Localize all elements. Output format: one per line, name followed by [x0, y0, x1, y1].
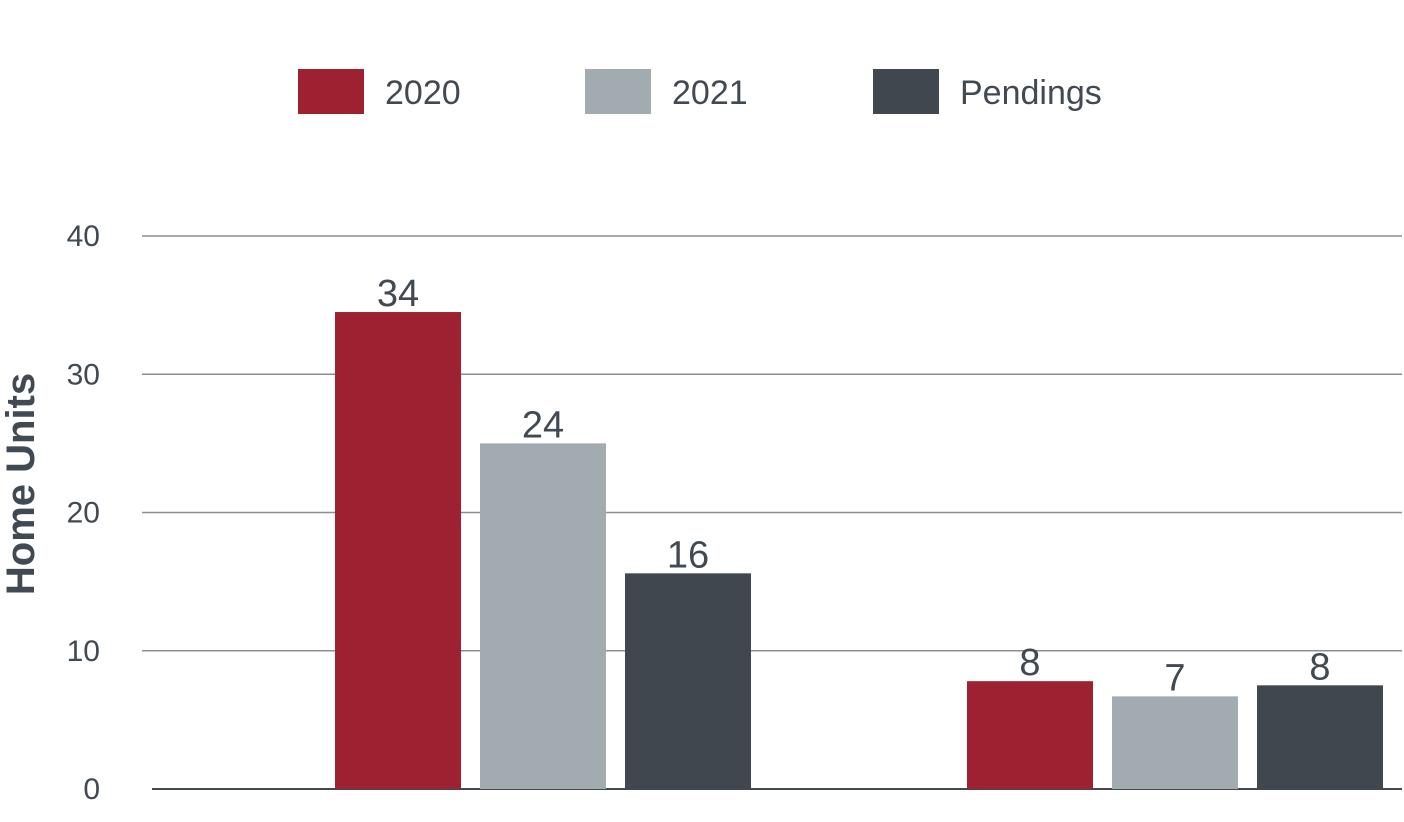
legend-label-pendings: Pendings	[960, 74, 1102, 112]
data-label-2020-2: 8	[1019, 642, 1040, 684]
bar-2020-2	[967, 681, 1093, 789]
legend-swatch-2021	[585, 69, 651, 114]
legend-swatch-2020	[298, 69, 364, 114]
y-tick-label-30: 30	[67, 358, 100, 391]
y-tick-label-40: 40	[67, 220, 100, 253]
bar-2021-1	[480, 443, 606, 789]
y-tick-label-10: 10	[67, 635, 100, 668]
y-tick-label-20: 20	[67, 497, 100, 530]
data-label-2021-2: 7	[1164, 657, 1185, 699]
bar-2021-2	[1112, 696, 1238, 789]
legend-label-2021: 2021	[672, 74, 748, 112]
bar-pendings-2	[1257, 685, 1383, 789]
bars: 34 8 24 7 16 8	[335, 273, 1383, 789]
data-label-2021-1: 24	[522, 404, 564, 446]
bar-2020-1	[335, 312, 461, 789]
data-label-pendings-2: 8	[1309, 646, 1330, 688]
legend-swatch-pendings	[873, 69, 939, 114]
legend: 2020 2021 Pendings	[298, 69, 1102, 114]
data-label-pendings-1: 16	[667, 534, 709, 576]
bar-pendings-1	[625, 573, 751, 789]
y-axis-ticks: 0 10 20 30 40	[67, 220, 100, 806]
legend-label-2020: 2020	[385, 74, 461, 112]
data-label-2020-1: 34	[377, 273, 419, 315]
y-tick-label-0: 0	[83, 773, 100, 806]
y-axis-title: Home Units	[0, 373, 43, 595]
